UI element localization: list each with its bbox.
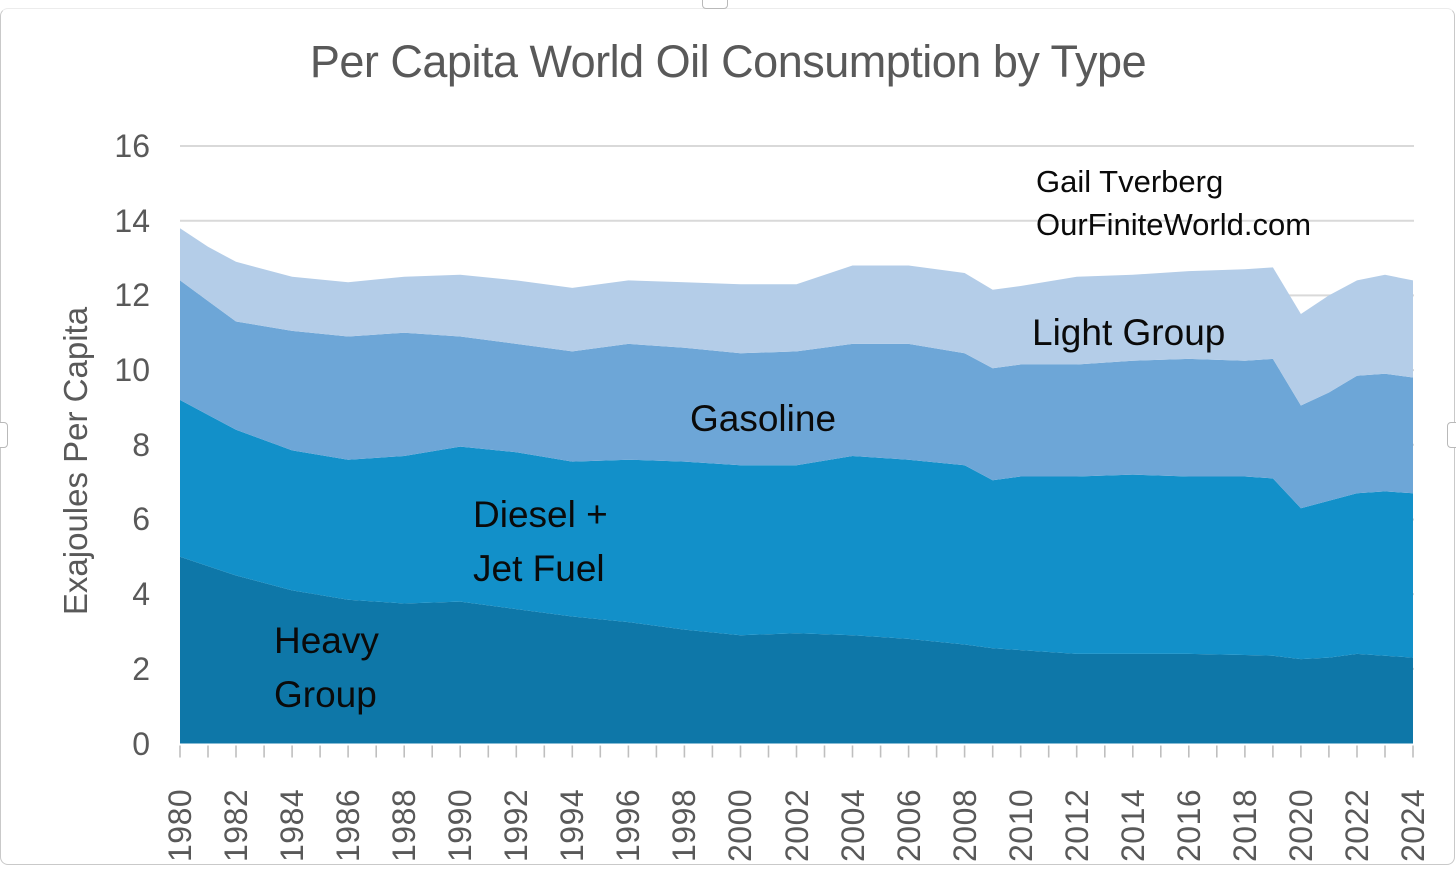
x-tick-2010: 2010 — [1002, 788, 1039, 862]
y-tick-0: 0 — [132, 725, 150, 762]
area-diesel-jet-fuel — [180, 399, 1413, 660]
x-tick-2014: 2014 — [1114, 788, 1151, 862]
annotation-line-2: OurFiniteWorld.com — [1036, 207, 1312, 242]
x-tick-1992: 1992 — [498, 788, 535, 862]
x-tick-2002: 2002 — [778, 788, 815, 862]
x-tick-1984: 1984 — [274, 788, 311, 862]
x-tick-2018: 2018 — [1226, 788, 1263, 862]
area-gasoline — [180, 280, 1413, 509]
resize-handle-top[interactable] — [702, 0, 728, 9]
series-label-heavy-group: Heavy Group — [274, 614, 379, 722]
x-tick-1980: 1980 — [162, 788, 198, 862]
diesel-label-line2: Jet Fuel — [473, 548, 605, 589]
x-tick-2006: 2006 — [890, 788, 927, 862]
area-light-group — [180, 228, 1413, 406]
x-tick-2024: 2024 — [1395, 788, 1431, 862]
y-tick-4: 4 — [132, 576, 150, 613]
x-tick-1998: 1998 — [666, 788, 703, 862]
x-tick-1986: 1986 — [330, 788, 367, 862]
x-tick-2016: 2016 — [1170, 788, 1207, 862]
y-tick-10: 10 — [114, 352, 150, 389]
diesel-label-line1: Diesel + — [473, 494, 608, 535]
resize-handle-left[interactable] — [0, 422, 8, 448]
gasoline-label-text: Gasoline — [690, 398, 837, 439]
area-heavy-group — [180, 556, 1413, 744]
x-tick-2008: 2008 — [946, 788, 983, 862]
x-tick-1996: 1996 — [610, 788, 647, 862]
y-tick-8: 8 — [132, 426, 150, 463]
light-group-label-text: Light Group — [1032, 312, 1226, 353]
x-tick-2020: 2020 — [1282, 788, 1319, 862]
y-tick-16: 16 — [114, 128, 150, 164]
series-label-gasoline: Gasoline — [690, 392, 836, 446]
heavy-label-line2: Group — [274, 674, 377, 715]
heavy-label-line1: Heavy — [274, 620, 379, 661]
y-tick-6: 6 — [132, 501, 150, 538]
annotation-line-1: Gail Tverberg — [1036, 164, 1224, 199]
x-tick-1988: 1988 — [386, 788, 423, 862]
x-tick-2004: 2004 — [834, 788, 871, 862]
x-tick-2000: 2000 — [722, 788, 759, 862]
y-tick-14: 14 — [114, 202, 150, 239]
series-label-diesel-jet-fuel: Diesel + Jet Fuel — [473, 488, 608, 596]
annotation-credit: Gail Tverberg OurFiniteWorld.com — [1036, 160, 1311, 246]
x-tick-1994: 1994 — [554, 788, 591, 862]
x-tick-2022: 2022 — [1338, 788, 1375, 862]
series-label-light-group: Light Group — [1032, 306, 1225, 360]
y-tick-2: 2 — [132, 650, 150, 687]
x-tick-1990: 1990 — [442, 788, 479, 862]
x-tick-2012: 2012 — [1058, 788, 1095, 862]
chart-title: Per Capita World Oil Consumption by Type — [309, 36, 1147, 87]
resize-handle-right[interactable] — [1447, 422, 1456, 448]
x-tick-1982: 1982 — [218, 788, 255, 862]
y-tick-12: 12 — [114, 277, 150, 314]
